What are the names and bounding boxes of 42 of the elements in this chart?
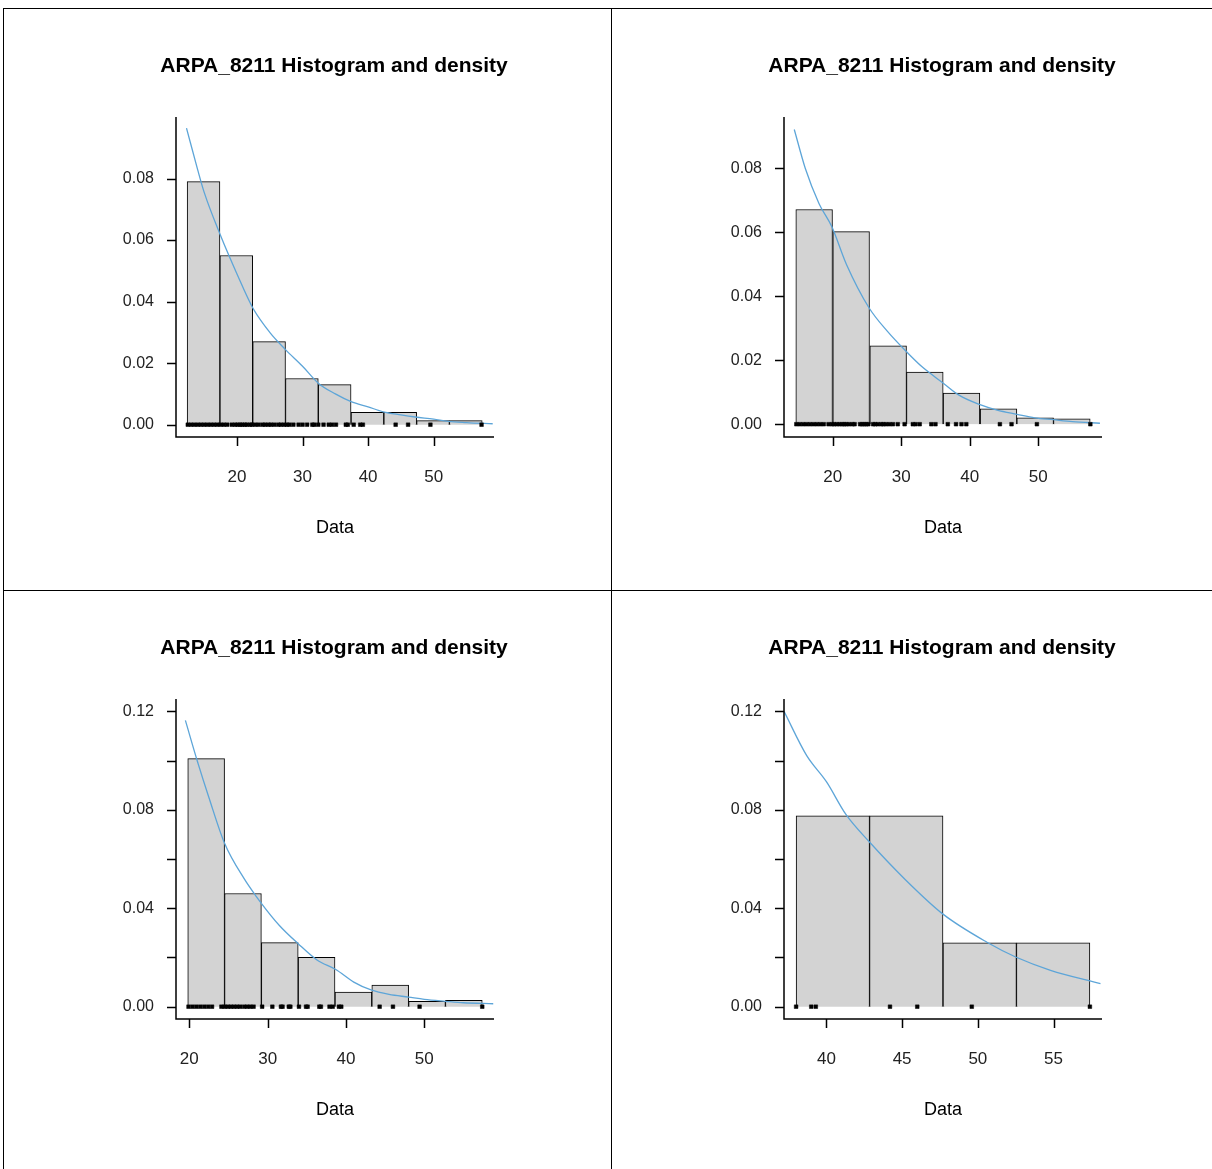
x-tick-label: 30 [258,1048,278,1068]
x-axis-title: Data [315,1099,355,1120]
y-tick-label: 0.12 [122,701,155,719]
y-tick-label: 0.06 [122,230,155,248]
y-tick-label: 0.06 [730,222,763,240]
x-tick-label: 40 [960,466,980,486]
x-tick-label: 20 [227,466,247,486]
chart-title: ARPA_8211 Histogram and density [767,53,1117,77]
x-axis-title: Data [923,517,963,538]
x-tick-label: 50 [1028,466,1048,486]
x-tick-label: 40 [816,1048,836,1068]
x-tick-label: 30 [293,466,313,486]
y-tick-label: 0.02 [122,353,155,371]
y-tick-label: 0.04 [122,292,155,310]
x-tick-label: 55 [1044,1048,1063,1068]
chart-title: ARPA_8211 Histogram and density [159,53,509,77]
y-tick-label: 0.04 [122,898,155,916]
y-tick-label: 0.00 [122,997,155,1015]
x-tick-label: 50 [424,466,444,486]
x-tick-label: 20 [179,1048,199,1068]
y-tick-label: 0.04 [730,286,763,304]
x-tick-label: 50 [414,1048,434,1068]
y-tick-label: 0.04 [730,898,763,916]
y-tick-label: 0.08 [122,800,155,818]
x-tick-label: 45 [892,1048,912,1068]
y-tick-label: 0.00 [730,997,763,1015]
x-axis-title: Data [923,1099,963,1120]
x-tick-label: 20 [823,466,843,486]
chart-title: ARPA_8211 Histogram and density [767,635,1117,659]
x-axis-title: Data [315,517,355,538]
y-tick-label: 0.00 [122,415,155,433]
x-tick-label: 30 [891,466,911,486]
y-tick-label: 0.08 [730,800,763,818]
y-tick-label: 0.08 [122,168,155,186]
x-tick-label: 40 [336,1048,356,1068]
chart-title: ARPA_8211 Histogram and density [159,635,509,659]
x-tick-label: 50 [968,1048,988,1068]
x-tick-label: 40 [358,466,378,486]
y-tick-label: 0.02 [730,350,763,368]
y-tick-label: 0.08 [730,158,763,176]
y-tick-label: 0.00 [730,414,763,432]
y-tick-label: 0.12 [730,701,763,719]
